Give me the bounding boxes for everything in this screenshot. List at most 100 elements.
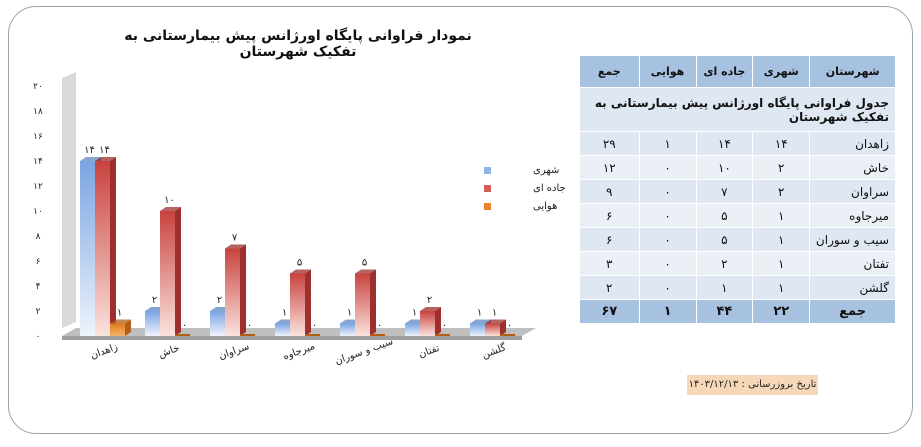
- bar-side: [240, 244, 246, 336]
- y-tick-label: ۱۸: [33, 107, 43, 117]
- header-urban: شهری: [752, 55, 811, 88]
- bar: [405, 323, 420, 336]
- bar-side: [370, 269, 376, 336]
- table-row: میرجاوه ۱ ۵ ۰ ۶: [579, 203, 896, 228]
- data-label: ۱: [477, 308, 482, 319]
- bar-top: [160, 207, 181, 211]
- bar: [95, 161, 110, 336]
- y-tick-label: ۱۲: [33, 182, 43, 192]
- bar: [435, 334, 450, 336]
- data-label: ۵: [362, 258, 367, 269]
- table-cell: ۱: [752, 251, 811, 276]
- category-label: خاش: [157, 343, 181, 361]
- category-label: سیب و سوران: [334, 336, 395, 367]
- header-air: هوایی: [638, 55, 697, 88]
- bar-top: [225, 244, 246, 249]
- table-cell: ۱: [695, 275, 754, 300]
- chart-title: نمودار فراوانی پایگاه اورژانس پیش بیمارس…: [124, 28, 472, 60]
- header-total: جمع: [579, 55, 640, 88]
- table-cell-city: تفتان: [809, 251, 896, 276]
- y-tick-label: ۱۶: [33, 132, 43, 142]
- category-label: میرجاوه: [282, 341, 317, 363]
- bar-top: [95, 157, 116, 161]
- table-cell: ۹: [579, 179, 640, 204]
- category-label: تفتان: [417, 343, 441, 361]
- data-label: ۰: [182, 320, 187, 331]
- table-row: گلشن ۱ ۱ ۰ ۲: [579, 275, 896, 300]
- y-tick-label: ۸: [36, 232, 41, 242]
- bar: [110, 323, 125, 336]
- legend-swatch: [484, 167, 491, 174]
- table-cell-city: زاهدان: [809, 131, 896, 156]
- header-city: شهرستان: [809, 55, 896, 88]
- bar: [160, 211, 175, 336]
- legend-label: هوایی: [533, 201, 557, 212]
- category-label: زاهدان: [89, 342, 119, 362]
- table-row: سیب و سوران ۱ ۵ ۰ ۶: [579, 227, 896, 252]
- y-tick-label: ۱۰: [33, 207, 43, 217]
- bar: [210, 311, 225, 336]
- table-cell: ۲۹: [579, 131, 640, 156]
- bar: [420, 311, 435, 336]
- y-tick-label: ۱۴: [33, 157, 43, 167]
- summary-table: جدول فراوانی پایگاه اورژانس پیش بیمارستا…: [579, 55, 896, 324]
- bar: [305, 334, 320, 336]
- y-tick-label: ۲: [36, 307, 41, 317]
- table-cell: ۷: [695, 179, 754, 204]
- data-label: ۰: [312, 320, 317, 331]
- data-label: ۵: [297, 258, 302, 269]
- table-cell: ۰: [638, 155, 697, 180]
- table-cell: ۰: [638, 251, 697, 276]
- table-cell: ۶: [579, 203, 640, 228]
- table-cell: ۱: [752, 275, 811, 300]
- table-cell: ۵: [695, 203, 754, 228]
- data-label: ۲: [217, 295, 222, 306]
- bar-side: [500, 319, 506, 336]
- data-label: ۱: [347, 308, 352, 319]
- bar-top: [80, 157, 101, 161]
- chart-side-wall: [62, 72, 76, 328]
- y-tick-label: ۲۰: [33, 82, 43, 92]
- category-label: گلشن: [480, 341, 507, 361]
- total-sum: ۶۷: [579, 299, 640, 324]
- table-cell-city: سراوان: [809, 179, 896, 204]
- table-cell: ۱: [638, 131, 697, 156]
- bar-top: [470, 319, 491, 324]
- bar: [145, 311, 160, 336]
- bar-side: [435, 307, 441, 336]
- bar: [470, 323, 485, 336]
- data-label: ۰: [377, 320, 382, 331]
- bar: [340, 323, 355, 336]
- bar: [290, 273, 305, 336]
- bar-side: [305, 269, 311, 336]
- table-cell: ۰: [638, 203, 697, 228]
- bar-top: [485, 319, 506, 324]
- total-row: جمع ۲۲ ۴۴ ۱ ۶۷: [579, 299, 896, 324]
- bar: [355, 273, 370, 336]
- update-date: تاریخ بروزرسانی : ۱۴۰۳/۱۲/۱۳: [687, 375, 818, 395]
- table-cell: ۵: [695, 227, 754, 252]
- legend-label: جاده ای: [533, 183, 566, 194]
- bar: [80, 161, 95, 336]
- bar-side: [175, 207, 181, 336]
- category-label: سراوان: [217, 341, 250, 362]
- table-cell: ۰: [638, 227, 697, 252]
- data-label: ۱: [117, 308, 122, 319]
- header-road: جاده ای: [695, 55, 754, 88]
- table-cell: ۱۰: [695, 155, 754, 180]
- bar: [275, 323, 290, 336]
- table-title: جدول فراوانی پایگاه اورژانس پیش بیمارستا…: [579, 87, 896, 132]
- legend-swatch: [484, 185, 491, 192]
- data-label: ۱۰: [164, 195, 175, 206]
- table-row: سراوان ۲ ۷ ۰ ۹: [579, 179, 896, 204]
- data-label: ۷: [232, 233, 238, 244]
- table-cell: ۱۲: [579, 155, 640, 180]
- data-label: ۲: [427, 295, 432, 306]
- bar: [370, 334, 385, 336]
- data-label: ۱: [282, 308, 287, 319]
- legend-swatch: [484, 203, 491, 210]
- table-cell: ۲: [752, 155, 811, 180]
- bar-top: [110, 319, 131, 324]
- data-label: ۱: [412, 308, 417, 319]
